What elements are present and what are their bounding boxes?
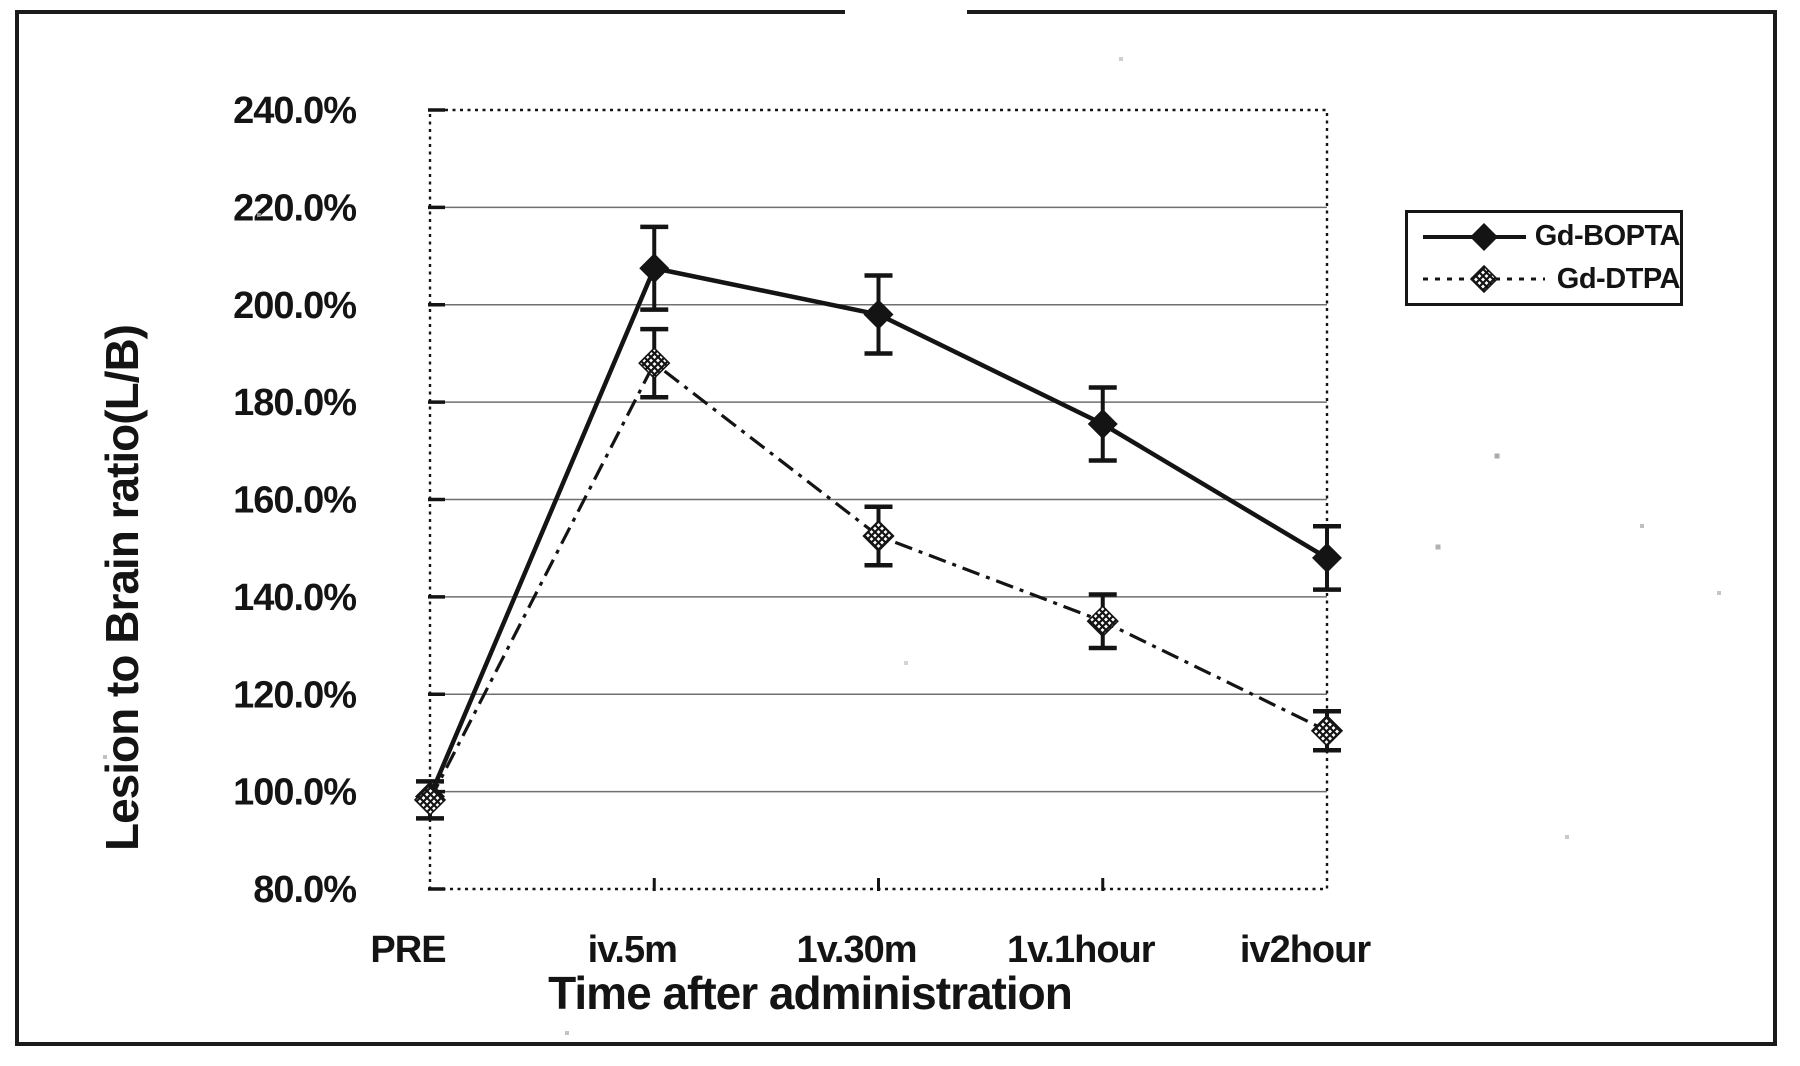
y-tick-label: 220.0% [233,187,356,229]
legend-label: Gd-BOPTA [1534,220,1681,253]
y-tick-label: 180.0% [233,382,356,424]
data-point-marker-diamond [1312,542,1342,573]
y-tick-label: 140.0% [233,577,356,619]
x-tick-label: iv2hour [1240,929,1371,971]
y-tick-label: 80.0% [253,869,356,911]
legend-swatch-dotted-crosshatch-icon [1423,265,1545,294]
y-axis-title: Lesion to Brain ratio(L/B) [96,325,148,851]
data-point-marker-crosshatch [413,783,447,817]
y-tick-label: 160.0% [233,480,356,522]
x-tick-label: 1v.1hour [1007,929,1156,971]
legend-item-gd-dtpa: Gd-DTPA [1420,260,1681,298]
legend-swatch-solid-diamond-icon [1423,222,1526,251]
y-tick-label: 240.0% [233,90,356,132]
scan-noise [0,0,2,2]
x-tick-label: PRE [370,929,445,971]
x-tick-label: iv.5m [588,929,677,971]
series-line-gd-dtpa [428,360,1328,801]
x-tick-label: 1v.30m [796,929,916,971]
scan-border-gap [845,9,967,17]
data-point-marker-crosshatch [1086,605,1119,638]
legend-item-gd-bopta: Gd-BOPTA [1420,218,1681,256]
plot-border [428,108,1329,891]
data-point-marker-crosshatch [638,347,671,380]
legend-box: Gd-BOPTA Gd-DTPA [1405,210,1683,306]
data-point-marker-diamond [1087,409,1118,440]
legend-label: Gd-DTPA [1556,262,1681,295]
data-point-marker-crosshatch [862,519,895,553]
data-point-marker-crosshatch [1310,714,1344,747]
data-point-marker-diamond [639,253,670,284]
y-tick-label: 100.0% [233,772,356,814]
x-axis-title: Time after administration [548,967,1073,1019]
data-point-marker-diamond [863,299,894,330]
y-tick-label: 120.0% [233,674,356,716]
y-tick-label: 200.0% [233,285,356,327]
